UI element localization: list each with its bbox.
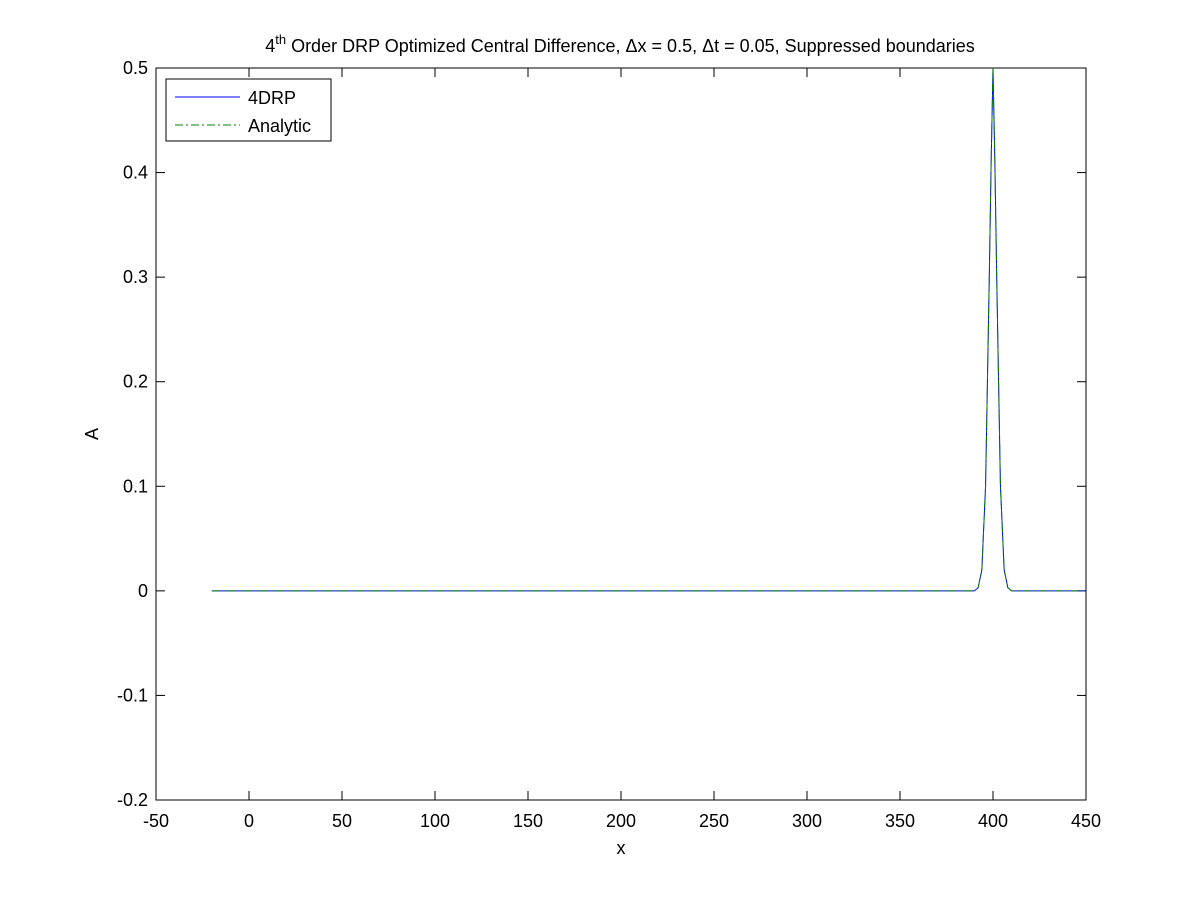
y-tick-label-4: 0.2 (123, 372, 148, 392)
chart-title: 4th Order DRP Optimized Central Differen… (265, 32, 975, 56)
y-tick-label-6: 0.4 (123, 163, 148, 183)
y-tick-label-1: -0.1 (117, 685, 148, 705)
chart-title-base: 4 (265, 36, 275, 56)
legend: 4DRP Analytic (165, 78, 332, 142)
x-tick-label-4: 150 (513, 811, 543, 831)
x-tick-label-2: 50 (332, 811, 352, 831)
x-tick-label-9: 400 (978, 811, 1008, 831)
x-tick-label-5: 200 (606, 811, 636, 831)
x-tick-label-1: 0 (244, 811, 254, 831)
chart-title-rest: Order DRP Optimized Central Difference, … (286, 36, 975, 56)
legend-label-4drp: 4DRP (248, 88, 296, 108)
y-tick-label-2: 0 (138, 581, 148, 601)
y-tick-label-7: 0.5 (123, 58, 148, 78)
x-tick-label-3: 100 (420, 811, 450, 831)
series-layer (211, 68, 1086, 592)
chart-title-superscript: th (275, 32, 286, 47)
x-tick-label-10: 450 (1071, 811, 1101, 831)
legend-box (165, 78, 332, 142)
x-tick-label-8: 350 (885, 811, 915, 831)
y-axis-label: A (82, 428, 102, 440)
axes-box (155, 67, 1087, 801)
x-tick-label-6: 250 (699, 811, 729, 831)
legend-label-analytic: Analytic (248, 116, 311, 136)
y-tick-label-0: -0.2 (117, 790, 148, 810)
y-tick-label-5: 0.3 (123, 267, 148, 287)
x-tick-label-7: 300 (792, 811, 822, 831)
plot-area: -50 0 50 100 150 200 250 300 350 400 450 -0.2 -0.1 0 0… (117, 58, 1101, 831)
series-line-analytic (211, 68, 1086, 592)
x-axis-label: x (617, 838, 626, 858)
axis-tick-labels: -50 0 50 100 150 200 250 300 350 400 450 -0.2 -0.1 0 0… (117, 58, 1101, 831)
y-tick-label-3: 0.1 (123, 476, 148, 496)
x-tick-label-0: -50 (143, 811, 169, 831)
